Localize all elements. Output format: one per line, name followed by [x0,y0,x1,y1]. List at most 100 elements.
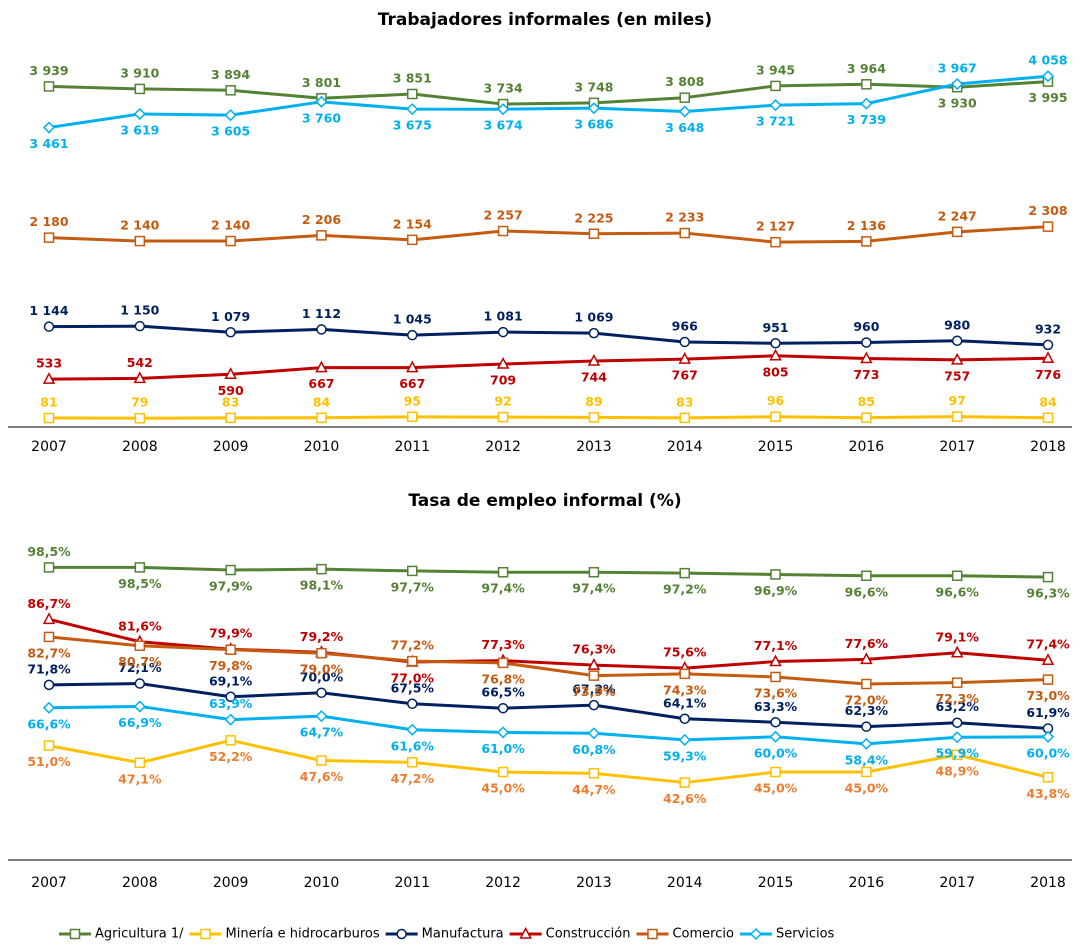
marker [679,227,690,239]
data-label: 2 206 [302,212,341,227]
data-label: 76,8% [481,671,525,686]
marker [861,79,872,90]
marker [42,372,56,384]
data-label: 83 [676,394,693,409]
marker [587,657,601,670]
marker [316,412,327,424]
marker [951,749,963,761]
data-label: 3 894 [211,67,250,82]
marker [679,777,690,788]
data-label: 95 [404,393,421,408]
data-label: 2 247 [938,208,977,223]
marker [316,230,327,241]
data-label: 61,6% [391,738,435,753]
marker [678,105,691,118]
marker [1042,571,1054,583]
data-label: 667 [308,376,334,391]
marker [225,735,236,746]
data-label: 667 [399,376,425,391]
data-label: 97,2% [663,582,707,597]
x-tick-label: 2007 [31,439,67,455]
series-line [48,704,1049,746]
marker [679,412,690,424]
marker [497,657,509,669]
data-label: 3 674 [484,118,523,133]
data-label: 966 [672,318,698,333]
data-label: 3 739 [847,112,886,127]
marker [587,727,600,740]
data-label: 3 605 [211,124,250,139]
data-label: 60,0% [754,745,798,760]
data-label: 3 760 [302,110,341,125]
marker [225,235,236,247]
x-tick-label: 2009 [213,875,249,891]
marker [587,102,600,115]
data-label: 77,2% [391,638,435,653]
marker [43,562,55,573]
marker [679,336,690,348]
x-tick-label: 2018 [1030,439,1066,455]
marker [497,726,510,739]
marker [1041,653,1055,665]
data-label: 63,2% [935,699,979,714]
marker [497,766,509,778]
data-label: 2 136 [847,218,886,233]
marker [1042,674,1054,685]
data-label: 1 112 [302,306,341,321]
data-label: 70,0% [300,669,344,684]
marker [225,412,236,424]
chart-title: Tasa de empleo informal (%) [408,491,681,511]
data-label: 52,2% [209,749,253,764]
x-tick-label: 2012 [485,439,521,455]
data-label: 45,0% [481,781,525,796]
data-label: 73,9% [572,684,616,699]
data-label: 96,9% [754,583,798,598]
marker [678,351,691,364]
data-label: 47,6% [300,769,344,784]
data-label: 3 734 [484,81,523,96]
data-label: 64,1% [663,695,707,710]
marker [1041,70,1055,83]
marker [861,678,872,690]
marker [588,327,600,339]
data-label: 58,4% [845,752,889,767]
x-tick-label: 2016 [849,875,885,891]
legend-label: Servicios [776,927,835,942]
marker [770,236,781,248]
marker [951,411,963,422]
data-label: 71,8% [27,661,71,676]
marker [42,612,56,625]
marker [860,652,873,665]
marker [861,721,872,732]
marker [679,92,690,103]
data-label: 1 069 [574,310,613,325]
data-label: 77,4% [1026,637,1070,652]
marker [951,570,963,582]
data-label: 960 [853,319,879,334]
data-label: 86,7% [27,596,71,611]
data-label: 43,8% [1026,786,1070,801]
marker [497,103,510,116]
data-label: 73,6% [754,685,798,700]
marker [770,338,781,349]
marker [43,232,55,243]
data-label: 63,9% [209,696,253,711]
data-label: 1 150 [120,303,159,318]
marker [951,77,964,91]
marker [951,717,963,728]
marker [407,234,418,246]
marker [647,928,658,940]
data-label: 83 [222,394,239,409]
marker [225,85,236,96]
data-label: 3 930 [938,96,977,111]
data-label: 44,7% [572,782,616,797]
data-label: 81,6% [118,618,162,633]
marker [1042,221,1054,232]
marker [134,678,146,689]
data-label: 79,8% [209,658,253,673]
data-label: 3 675 [393,118,432,133]
data-label: 542 [127,355,153,370]
marker [133,700,146,713]
data-label: 2 127 [756,219,795,234]
marker [134,83,146,95]
